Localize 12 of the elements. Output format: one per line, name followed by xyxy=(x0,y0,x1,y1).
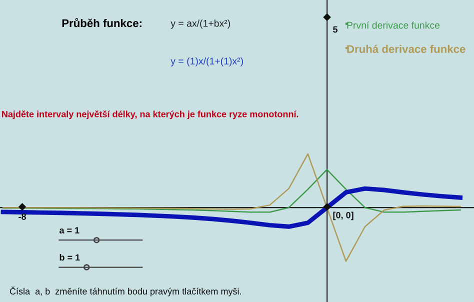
text: Najděte intervaly největší délky, na kterých je funkce ryze monotonní. xyxy=(2,110,298,120)
annotation: -8 xyxy=(18,213,26,220)
annotation: [0, 0] xyxy=(333,212,354,220)
annotation: a = 1 xyxy=(60,227,80,234)
annotation: b = 1 xyxy=(60,254,80,261)
text: y = (1)x/(1+(1)x²) xyxy=(170,57,243,66)
chart-title: Průběh funkce: xyxy=(62,18,142,28)
legend-label: Druhá derivace funkce xyxy=(347,44,466,53)
text: 5 xyxy=(333,26,338,33)
legend-label: První derivace funkce xyxy=(347,21,440,29)
text: y = ax/(1+bx²) xyxy=(170,20,230,29)
text: Čísla a, b změníte táhnutím bodu pravým tlačítkem myši. xyxy=(10,286,241,296)
